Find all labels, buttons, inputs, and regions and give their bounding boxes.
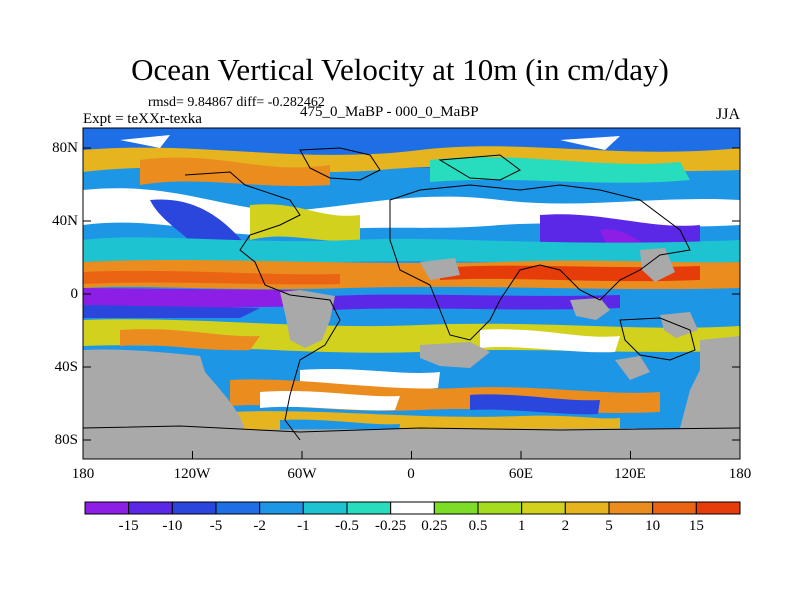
colorbar-label: 10 <box>645 518 661 534</box>
colorbar-label: -15 <box>118 518 139 534</box>
lon-label-120e: 120E <box>614 466 646 482</box>
land-mask <box>83 248 740 459</box>
axis-ticks <box>82 147 741 459</box>
colorbar-swatch <box>84 501 130 515</box>
colorbar-swatch <box>346 501 392 515</box>
lon-label-180-left: 180 <box>71 466 95 482</box>
comparison-label: 475_0_MaBP - 000_0_MaBP <box>300 104 479 120</box>
colorbar-swatch <box>433 501 479 515</box>
colorbar-label: 1 <box>517 518 526 534</box>
colorbar-label: 2 <box>561 518 570 534</box>
colorbar-swatch <box>215 501 261 515</box>
colorbar-swatch <box>477 501 523 515</box>
colorbar-label: 0.5 <box>468 518 488 534</box>
map-field <box>83 128 740 459</box>
colorbar-label: 0.25 <box>421 518 448 534</box>
colorbar-label: -0.5 <box>335 518 359 534</box>
colorbar-label: -0.25 <box>375 518 407 534</box>
coastlines <box>83 147 740 441</box>
colorbar-swatch <box>652 501 697 515</box>
lon-label-180-right: 180 <box>728 466 752 482</box>
lat-label-80s: 80S <box>54 432 78 448</box>
colorbar-swatch <box>390 501 435 515</box>
colorbar-swatch <box>695 501 741 515</box>
chart-title: Ocean Vertical Velocity at 10m (in cm/da… <box>131 52 669 87</box>
colorbar-swatch <box>259 501 304 515</box>
stats-text: rmsd= 9.84867 diff= -0.282462 <box>148 95 325 110</box>
colorbar-label: -10 <box>162 518 183 534</box>
colorbar-label: -5 <box>209 518 223 534</box>
lon-label-120w: 120W <box>173 466 211 482</box>
colorbar-swatch <box>608 501 654 515</box>
experiment-label: Expt = teXXr-texka <box>83 111 202 127</box>
colorbar-label: 5 <box>605 518 613 534</box>
colorbar-swatch <box>521 501 566 515</box>
colorbar <box>84 501 741 515</box>
colorbar-swatch <box>128 501 173 515</box>
lon-label-60e: 60E <box>508 466 534 482</box>
lat-label-0: 0 <box>70 286 79 302</box>
colorbar-swatch <box>564 501 610 515</box>
colorbar-label: -1 <box>297 518 310 534</box>
colorbar-swatch <box>302 501 348 515</box>
lat-label-80n: 80N <box>52 140 78 156</box>
colorbar-label: 15 <box>688 518 704 534</box>
lon-label-0: 0 <box>407 466 415 482</box>
lon-label-60w: 60W <box>287 466 317 482</box>
season-label: JJA <box>716 106 741 123</box>
colorbar-label: -2 <box>253 518 266 534</box>
lat-label-40s: 40S <box>54 359 78 375</box>
colorbar-swatch <box>171 501 217 515</box>
lat-label-40n: 40N <box>52 213 78 229</box>
